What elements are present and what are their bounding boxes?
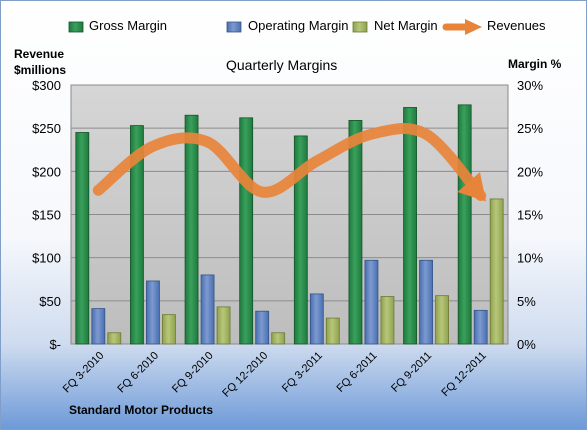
left-tick-label-3: $150 [32,208,61,223]
x-tick-label-fq-9-2011: FQ 9-2011 [389,350,434,395]
bar-gross-margin-fq-3-2010 [75,132,90,345]
x-tick-label-fq-6-2011: FQ 6-2011 [334,350,379,395]
right-tick-label-0: 0% [517,337,536,352]
legend-swatch-gross-margin [68,21,84,33]
bar-gross-margin-fq-9-2010 [184,114,199,345]
left-tick-label-6: $300 [32,78,61,93]
x-tick-label-fq-12-2010: FQ 12-2010 [220,350,270,400]
bar-net-margin-fq-9-2010 [216,306,231,345]
bar-gross-margin-fq-6-2010 [130,125,144,345]
bar-operating-margin-fq-12-2010 [255,310,270,345]
left-tick-label-1: $50 [39,294,61,309]
legend-swatch-revenues-head [465,19,482,35]
legend-swatch-net-margin [352,21,368,33]
bar-operating-margin-fq-6-2010 [146,280,160,345]
bar-gross-margin-fq-3-2011 [293,135,308,345]
x-tick-label-fq-6-2010: FQ 6-2010 [115,350,161,396]
right-tick-label-3: 15% [517,208,543,223]
revenues-line [92,123,487,202]
bar-gross-margin-fq-12-2010 [239,117,254,345]
bar-net-margin-fq-6-2010 [162,314,176,345]
legend-label-revenues: Revenues [487,18,546,33]
bar-net-margin-fq-9-2011 [435,295,449,345]
left-tick-label-4: $200 [32,164,61,179]
x-tick-label-fq-9-2010: FQ 9-2010 [170,350,216,396]
bar-operating-margin-fq-3-2011 [309,293,324,345]
bar-operating-margin-fq-9-2011 [419,259,433,345]
right-tick-label-6: 30% [517,78,543,93]
legend-label-gross-margin: Gross Margin [89,18,168,33]
bar-net-margin-fq-12-2010 [271,332,286,345]
legend-label-operating-margin: Operating Margin [248,18,349,33]
bar-gross-margin-fq-6-2011 [348,119,363,345]
right-axis-title: Margin % [508,57,562,71]
bar-net-margin-fq-12-2011 [489,198,504,345]
legend-swatch-operating-margin [226,21,242,33]
right-tick-label-2: 10% [517,251,543,266]
x-tick-label-fq-12-2011: FQ 12-2011 [439,350,488,399]
bar-gross-margin-fq-12-2011 [457,104,472,345]
x-tick-label-fq-3-2011: FQ 3-2011 [280,350,325,395]
left-axis-title-line2: $millions [14,63,67,77]
legend-label-net-margin: Net Margin [374,18,438,33]
bar-operating-margin-fq-6-2011 [364,259,379,345]
chart-title: Quarterly Margins [226,57,338,73]
x-tick-label-fq-3-2010: FQ 3-2010 [61,350,107,396]
left-axis-title-line1: Revenue [14,47,65,61]
left-tick-label-0: $- [49,337,61,352]
bar-net-margin-fq-3-2010 [107,332,122,345]
bar-operating-margin-fq-9-2010 [200,274,215,345]
bar-net-margin-fq-6-2011 [380,296,395,345]
bar-gross-margin-fq-9-2011 [403,107,417,345]
bar-operating-margin-fq-3-2010 [91,308,106,345]
right-tick-label-1: 5% [517,294,536,309]
left-tick-label-5: $250 [32,121,61,136]
revenues-arrow-head [457,172,487,202]
right-tick-label-4: 20% [517,164,543,179]
bar-net-margin-fq-3-2011 [325,317,340,345]
left-tick-label-2: $100 [32,251,61,266]
bar-operating-margin-fq-12-2011 [473,309,488,345]
company-name: Standard Motor Products [69,403,214,417]
right-tick-label-5: 25% [517,121,543,136]
